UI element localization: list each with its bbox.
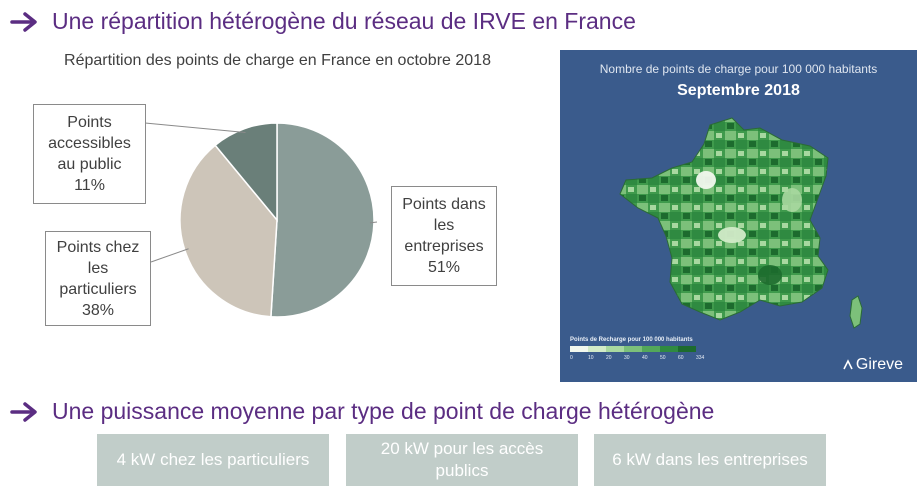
highest-density-region: [758, 265, 782, 285]
legend-ticks: 0 10 20 30 40 50 60 334: [570, 355, 720, 363]
legend-tick: 20: [606, 355, 612, 361]
pie-slice: [270, 122, 375, 318]
legend-swatch: [678, 346, 696, 352]
legend-swatch: [660, 346, 678, 352]
legend-swatch: [570, 346, 588, 352]
callout-line: 51%: [427, 259, 461, 276]
callout-line: 11%: [74, 177, 105, 194]
leader-line: [369, 221, 378, 224]
legend-swatch: [606, 346, 624, 352]
callout-enterprise-points: Points dans les entreprises 51%: [391, 186, 497, 286]
leader-line: [150, 248, 189, 263]
lowest-density-region: [696, 171, 716, 189]
callout-private-points: Points chez les particuliers 38%: [45, 231, 151, 326]
gireve-logo-icon: [843, 359, 853, 370]
callout-line: Points dans: [402, 196, 486, 213]
mainland-france-shape: [619, 117, 829, 321]
callout-line: entreprises: [404, 238, 484, 255]
legend-swatch: [588, 346, 606, 352]
arrow-right-icon: [10, 11, 37, 32]
brand-name: Gireve: [855, 356, 903, 373]
medium-density-region: [782, 188, 802, 212]
callout-line: les: [433, 217, 455, 234]
legend-tick: 50: [660, 355, 666, 361]
legend-tick: 10: [588, 355, 594, 361]
callout-line: Points: [67, 114, 112, 131]
map-subtitle: Septembre 2018: [677, 82, 800, 99]
legend-tick: 40: [642, 355, 648, 361]
map-title: Nombre de points de charge pour 100 000 …: [599, 62, 878, 76]
legend-tick: 334: [696, 355, 705, 361]
pie-chart: [144, 122, 378, 318]
callout-line: les: [87, 259, 109, 277]
section-heading-power: Une puissance moyenne par type de point …: [10, 398, 714, 425]
legend-title: Points de Recharge pour 100 000 habitant…: [570, 337, 693, 343]
leader-line: [144, 122, 246, 133]
arrow-right-icon: [10, 401, 37, 422]
callout-line: particuliers: [59, 280, 137, 298]
corsica-shape: [849, 295, 863, 329]
callout-line: Points chez: [56, 238, 140, 256]
section-heading-distribution: Une répartition hétérogène du réseau de …: [10, 8, 636, 35]
legend-swatch: [624, 346, 642, 352]
heading-text: Une puissance moyenne par type de point …: [52, 398, 715, 424]
map-panel: Nombre de points de charge pour 100 000 …: [560, 50, 917, 382]
chart-title: Répartition des points de charge en Fran…: [64, 52, 491, 69]
power-box-enterprise: 6 kW dans les entreprises: [594, 434, 826, 486]
heading-text: Une répartition hétérogène du réseau de …: [52, 8, 636, 34]
legend-tick: 30: [624, 355, 630, 361]
lowest-density-region: [718, 227, 746, 243]
legend-swatch: [642, 346, 660, 352]
legend-tick: 60: [678, 355, 684, 361]
callout-line: accessibles: [48, 135, 131, 152]
legend-tick: 0: [570, 355, 573, 361]
brand-logo: Gireve: [842, 356, 903, 374]
power-box-private: 4 kW chez les particuliers: [97, 434, 329, 486]
callout-line: 38%: [81, 301, 115, 319]
pie-slice: [214, 122, 278, 223]
callout-line: au public: [57, 156, 122, 173]
france-map: [619, 117, 863, 329]
legend-swatches: [570, 346, 696, 352]
power-box-public: 20 kW pour les accès publics: [346, 434, 578, 486]
callout-public-points: Points accessibles au public 11%: [33, 104, 146, 204]
